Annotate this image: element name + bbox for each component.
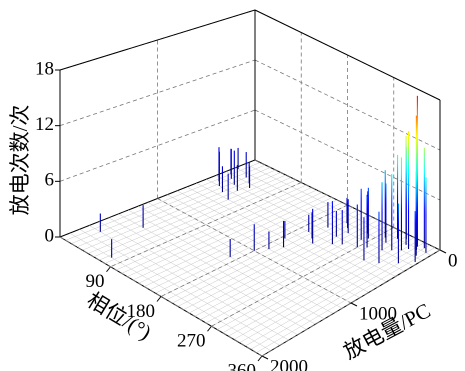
y-tick [350,302,358,307]
z-tick-label: 18 [35,58,54,79]
z-axis-title: 放电次数/次 [8,105,32,216]
floor-grid [98,221,298,336]
marks [99,95,427,264]
floor [59,159,441,357]
floor-grid [79,229,280,346]
y-tick-label: 0 [448,250,458,271]
x-tick [106,266,111,273]
x-tick [207,325,212,332]
grid-line [254,109,441,201]
grid-line [157,198,352,304]
x-tick-label: 270 [177,331,206,352]
axis-edge [254,9,441,101]
floor-grid [196,182,387,283]
x-tick-label: 180 [127,301,156,322]
floor-grid [176,190,369,293]
z-tick-label: 12 [35,114,54,135]
grid-line [254,159,441,251]
x-tick [156,296,162,302]
floor-grid [137,205,334,314]
y-tick [439,249,447,254]
floor-grid [215,175,405,272]
z-tick-label: 6 [45,170,55,191]
y-tick-label: 2000 [270,356,308,371]
axis-edge [59,9,256,71]
floor-grid [118,213,316,325]
x-tick-label: 90 [86,271,105,292]
y-tick [261,355,269,360]
x-tick [257,355,263,362]
y-tick-label: 1000 [359,303,397,324]
grid-line [59,59,256,127]
z-tick-label: 0 [45,225,55,246]
grid-line [254,59,441,151]
floor-grid [235,167,423,261]
x-tick-label: 360 [228,360,257,371]
